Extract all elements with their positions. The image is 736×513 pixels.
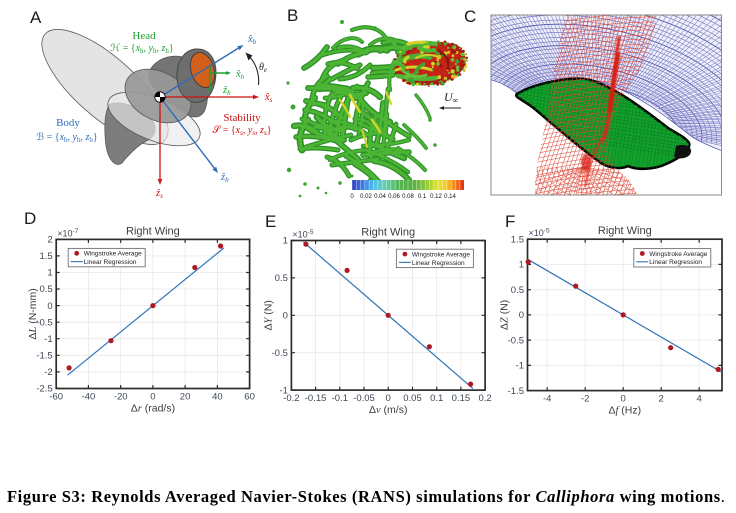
svg-text:Figure S3: Reynolds Averaged N: Figure S3: Reynolds Averaged Navier-Stok… [7, 487, 725, 506]
svg-text:-1.5: -1.5 [508, 386, 524, 397]
svg-text:-2: -2 [44, 367, 52, 378]
svg-text:0.1: 0.1 [430, 393, 443, 404]
svg-text:Linear Regression: Linear Regression [649, 259, 702, 266]
svg-text:-0.1: -0.1 [332, 393, 348, 404]
svg-text:2: 2 [659, 394, 664, 405]
svg-text:0.05: 0.05 [403, 393, 422, 404]
svg-text:-2: -2 [581, 394, 589, 405]
svg-text:-40: -40 [82, 392, 96, 403]
svg-text:x̂h: x̂h [235, 69, 245, 81]
svg-text:ℬ = {xb, yb, zb}: ℬ = {xb, yb, zb} [36, 132, 97, 144]
svg-text:Linear Regression: Linear Regression [84, 259, 137, 266]
svg-text:-60: -60 [49, 392, 63, 403]
svg-text:D: D [24, 209, 36, 228]
svg-text:0: 0 [150, 392, 155, 403]
svg-text:1: 1 [519, 260, 524, 271]
svg-text:-1: -1 [44, 334, 52, 345]
svg-text:Δr (rad/s): Δr (rad/s) [131, 403, 175, 415]
svg-text:0.04: 0.04 [374, 194, 386, 200]
svg-text:-1: -1 [516, 361, 524, 372]
svg-text:A: A [30, 8, 42, 27]
svg-text:B: B [287, 6, 298, 25]
svg-text:ℋ = {xh, yh, zh}: ℋ = {xh, yh, zh} [110, 43, 173, 55]
svg-text:-1.5: -1.5 [36, 351, 52, 362]
svg-text:Δv (m/s): Δv (m/s) [369, 404, 408, 416]
svg-text:F: F [505, 212, 515, 231]
svg-text:0.12: 0.12 [430, 194, 442, 200]
svg-text:Head: Head [132, 30, 156, 42]
svg-text:Wingstroke Average: Wingstroke Average [412, 252, 470, 259]
svg-text:×10-5: ×10-5 [292, 229, 313, 240]
svg-text:Wingstroke Average: Wingstroke Average [649, 251, 707, 258]
svg-text:-0.5: -0.5 [508, 335, 524, 346]
svg-text:Wingstroke Average: Wingstroke Average [84, 251, 142, 258]
svg-text:×10-7: ×10-7 [57, 228, 78, 239]
svg-text:0.5: 0.5 [275, 273, 288, 284]
svg-text:x̂b: x̂b [247, 34, 257, 46]
svg-text:0: 0 [519, 310, 524, 321]
svg-text:1: 1 [47, 268, 52, 279]
svg-text:𝒮 = {xs, ys, zs}: 𝒮 = {xs, ys, zs} [212, 125, 271, 137]
svg-text:2: 2 [47, 235, 52, 246]
svg-text:0.1: 0.1 [418, 194, 427, 200]
svg-text:-0.05: -0.05 [353, 393, 375, 404]
svg-text:1.5: 1.5 [511, 234, 524, 245]
svg-text:0.02: 0.02 [360, 194, 372, 200]
svg-text:-2.5: -2.5 [36, 384, 52, 395]
svg-text:0: 0 [621, 394, 626, 405]
svg-text:-0.5: -0.5 [36, 317, 52, 328]
svg-text:0.14: 0.14 [444, 194, 456, 200]
svg-text:ẑs: ẑs [155, 188, 163, 200]
svg-text:E: E [265, 212, 276, 231]
svg-text:-0.15: -0.15 [305, 393, 327, 404]
svg-text:4: 4 [697, 394, 702, 405]
svg-text:x̂s: x̂s [264, 92, 273, 104]
svg-text:Δf (Hz): Δf (Hz) [608, 405, 641, 417]
svg-text:1.5: 1.5 [39, 251, 52, 262]
svg-text:-20: -20 [114, 392, 128, 403]
svg-text:C: C [464, 7, 476, 26]
svg-text:0.08: 0.08 [402, 194, 414, 200]
svg-text:-1: -1 [279, 385, 287, 396]
svg-text:Right Wing: Right Wing [598, 225, 652, 237]
svg-text:Stability: Stability [223, 112, 261, 124]
svg-text:ΔZ (N): ΔZ (N) [499, 300, 511, 330]
svg-text:-0.5: -0.5 [272, 348, 288, 359]
svg-text:0.5: 0.5 [511, 285, 524, 296]
svg-text:60: 60 [244, 392, 255, 403]
svg-text:Right Wing: Right Wing [361, 227, 415, 239]
svg-text:0: 0 [283, 311, 288, 322]
svg-text:ΔL (N-mm): ΔL (N-mm) [27, 288, 39, 339]
svg-text:1: 1 [283, 236, 288, 247]
svg-text:0: 0 [350, 194, 354, 200]
svg-text:0.5: 0.5 [39, 284, 52, 295]
svg-text:40: 40 [212, 392, 223, 403]
svg-text:θe: θe [259, 62, 267, 74]
svg-text:ẑb: ẑb [220, 172, 229, 184]
svg-text:-4: -4 [543, 394, 551, 405]
svg-text:20: 20 [180, 392, 191, 403]
svg-text:0: 0 [386, 393, 391, 404]
svg-text:0.06: 0.06 [388, 194, 400, 200]
svg-text:ΔY (N): ΔY (N) [262, 300, 274, 330]
svg-text:ẑh: ẑh [222, 85, 231, 97]
svg-text:0.15: 0.15 [452, 393, 471, 404]
svg-text:Linear Regression: Linear Regression [412, 260, 465, 267]
svg-text:Right Wing: Right Wing [126, 225, 180, 237]
svg-text:0: 0 [47, 301, 52, 312]
svg-text:×10-5: ×10-5 [529, 228, 550, 239]
svg-text:-0.2: -0.2 [283, 393, 299, 404]
svg-text:Body: Body [56, 117, 80, 129]
svg-text:0.2: 0.2 [478, 393, 491, 404]
